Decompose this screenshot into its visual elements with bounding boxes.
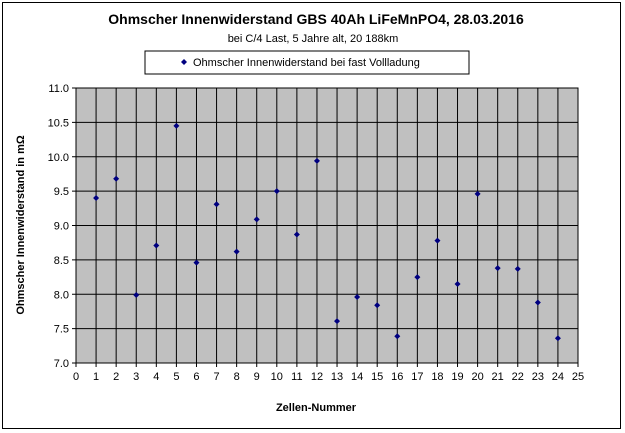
data-point bbox=[354, 294, 361, 300]
x-tick-label: 14 bbox=[351, 371, 363, 383]
data-point bbox=[494, 265, 501, 272]
data-point bbox=[434, 237, 441, 244]
data-point bbox=[253, 216, 260, 223]
y-tick-label: 7.5 bbox=[54, 324, 69, 336]
y-tick-label: 7.0 bbox=[54, 358, 69, 370]
x-tick-label: 10 bbox=[271, 371, 283, 383]
x-tick-label: 22 bbox=[512, 371, 524, 383]
legend-label: Ohmscher Innenwiderstand bei fast Vollla… bbox=[193, 57, 420, 69]
y-tick-label: 8.0 bbox=[54, 289, 69, 301]
data-point bbox=[133, 291, 140, 298]
y-tick-label: 10.5 bbox=[48, 117, 69, 129]
x-tick-label: 5 bbox=[173, 371, 179, 383]
y-tick-label: 10.0 bbox=[48, 152, 69, 164]
data-point bbox=[534, 299, 541, 306]
data-point bbox=[313, 157, 320, 164]
data-point bbox=[394, 333, 401, 340]
y-tick-label: 9.5 bbox=[54, 186, 69, 198]
data-points bbox=[93, 122, 561, 342]
y-tick-label: 11.0 bbox=[48, 83, 69, 95]
x-tick-label: 8 bbox=[234, 371, 240, 383]
data-point bbox=[213, 201, 220, 208]
grid-lines bbox=[76, 88, 578, 363]
data-point bbox=[193, 259, 200, 266]
data-point bbox=[514, 265, 521, 272]
chart-subtitle: bei C/4 Last, 5 Jahre alt, 20 188km bbox=[228, 33, 399, 45]
y-axis-title: Ohmscher Innenwiderstand in mΩ bbox=[15, 135, 27, 315]
x-axis-ticks: 0 1 2 3 4 5 6 7 8 9 10 11 12 13 14 15 16 17 18 19 20 21 22 23 24… bbox=[73, 363, 584, 383]
x-tick-label: 19 bbox=[451, 371, 463, 383]
x-tick-label: 3 bbox=[133, 371, 139, 383]
data-point bbox=[454, 280, 461, 287]
x-tick-label: 18 bbox=[431, 371, 443, 383]
x-tick-label: 15 bbox=[371, 371, 383, 383]
data-point bbox=[273, 188, 280, 195]
legend: Ohmscher Innenwiderstand bei fast Vollla… bbox=[144, 50, 470, 75]
x-tick-label: 20 bbox=[471, 371, 483, 383]
data-point bbox=[374, 302, 381, 309]
legend-box bbox=[144, 50, 470, 75]
x-tick-label: 7 bbox=[213, 371, 219, 383]
data-point bbox=[414, 274, 421, 281]
x-tick-label: 23 bbox=[532, 371, 544, 383]
x-tick-label: 6 bbox=[193, 371, 199, 383]
x-tick-label: 11 bbox=[291, 371, 302, 383]
legend-marker bbox=[181, 59, 187, 65]
y-tick-label: 8.5 bbox=[54, 255, 69, 267]
data-point bbox=[173, 122, 180, 129]
x-tick-label: 21 bbox=[492, 371, 504, 383]
x-tick-label: 2 bbox=[113, 371, 119, 383]
x-tick-label: 4 bbox=[153, 371, 159, 383]
x-tick-label: 24 bbox=[552, 371, 564, 383]
y-axis-ticks: 11.0 10.5 10.0 9.5 9.0 8.5 8.0 7.5 7.0 bbox=[48, 83, 76, 370]
x-tick-label: 17 bbox=[411, 371, 423, 383]
y-tick-label: 9.0 bbox=[54, 221, 69, 233]
data-point bbox=[334, 318, 341, 325]
x-tick-label: 9 bbox=[254, 371, 260, 383]
data-point bbox=[93, 195, 100, 201]
x-axis-title: Zellen-Nummer bbox=[276, 402, 357, 414]
x-tick-label: 1 bbox=[93, 371, 99, 383]
data-point bbox=[554, 335, 561, 342]
x-tick-label: 25 bbox=[572, 371, 584, 383]
data-point bbox=[153, 242, 160, 249]
x-tick-label: 0 bbox=[73, 371, 79, 383]
data-point bbox=[474, 190, 481, 197]
data-point bbox=[113, 175, 120, 182]
x-tick-label: 13 bbox=[331, 371, 343, 383]
data-point bbox=[233, 248, 240, 255]
x-tick-label: 12 bbox=[311, 371, 323, 383]
data-point bbox=[293, 231, 300, 238]
x-tick-label: 16 bbox=[391, 371, 403, 383]
chart-title: Ohmscher Innenwiderstand GBS 40Ah LiFeMn… bbox=[108, 11, 524, 27]
